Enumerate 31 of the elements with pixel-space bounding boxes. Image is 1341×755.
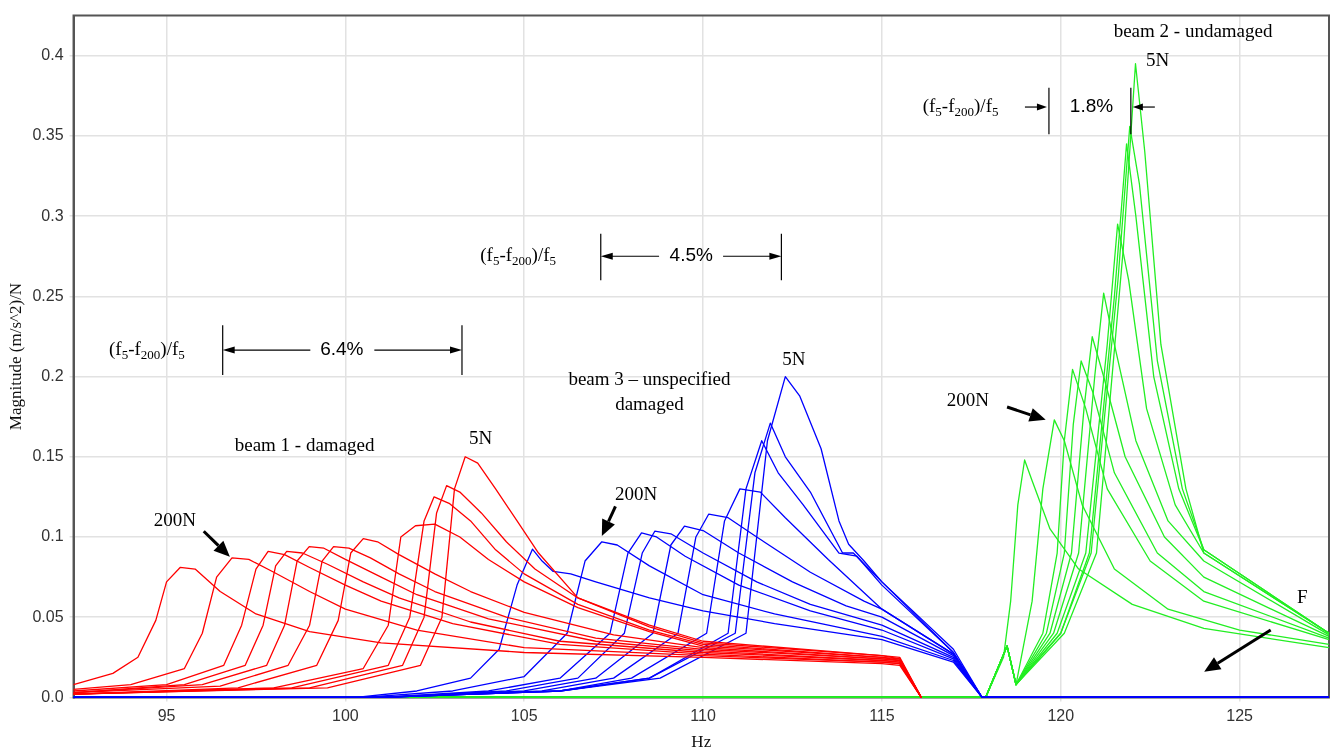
x-tick-label: 115 [869, 707, 895, 725]
x-tick-label: 120 [1047, 707, 1075, 725]
annotation: 200N [946, 388, 990, 410]
annotation: 200N [153, 508, 197, 530]
annotation: 5N [782, 348, 806, 370]
y-tick-label: 0.2 [41, 366, 64, 384]
annotation: F [1296, 585, 1308, 607]
annotation: 6.4% [320, 338, 364, 360]
x-tick-label: 100 [332, 707, 359, 725]
y-tick-label: 0.4 [41, 46, 64, 64]
x-tick-label: 105 [510, 707, 538, 725]
y-tick-label: 0.05 [32, 607, 64, 625]
annotation: 5N [1145, 48, 1170, 70]
annotation: 1.8% [1069, 95, 1114, 117]
y-tick-label: 0.0 [41, 687, 64, 705]
annotation: beam 2 - undamaged [1113, 19, 1273, 41]
annotation: 5N [468, 427, 493, 449]
y-tick-label: 0.35 [32, 126, 64, 144]
y-tick-label: 0.15 [32, 447, 64, 465]
annotation: 200N [615, 483, 658, 505]
annotation: beam 1 - damaged [234, 433, 375, 455]
annotation: 4.5% [669, 244, 714, 266]
x-tick-label: 110 [690, 707, 716, 725]
x-axis-title: Hz [691, 732, 712, 752]
x-tick-label: 95 [157, 707, 176, 725]
x-tick-label: 125 [1226, 707, 1254, 725]
y-axis-title: Magnitude (m/s^2)/N [5, 282, 25, 431]
y-tick-label: 0.1 [41, 527, 64, 545]
y-tick-label: 0.3 [41, 206, 64, 224]
annotation: beam 3 – unspecified damaged [568, 367, 731, 415]
y-tick-label: 0.25 [32, 286, 64, 304]
